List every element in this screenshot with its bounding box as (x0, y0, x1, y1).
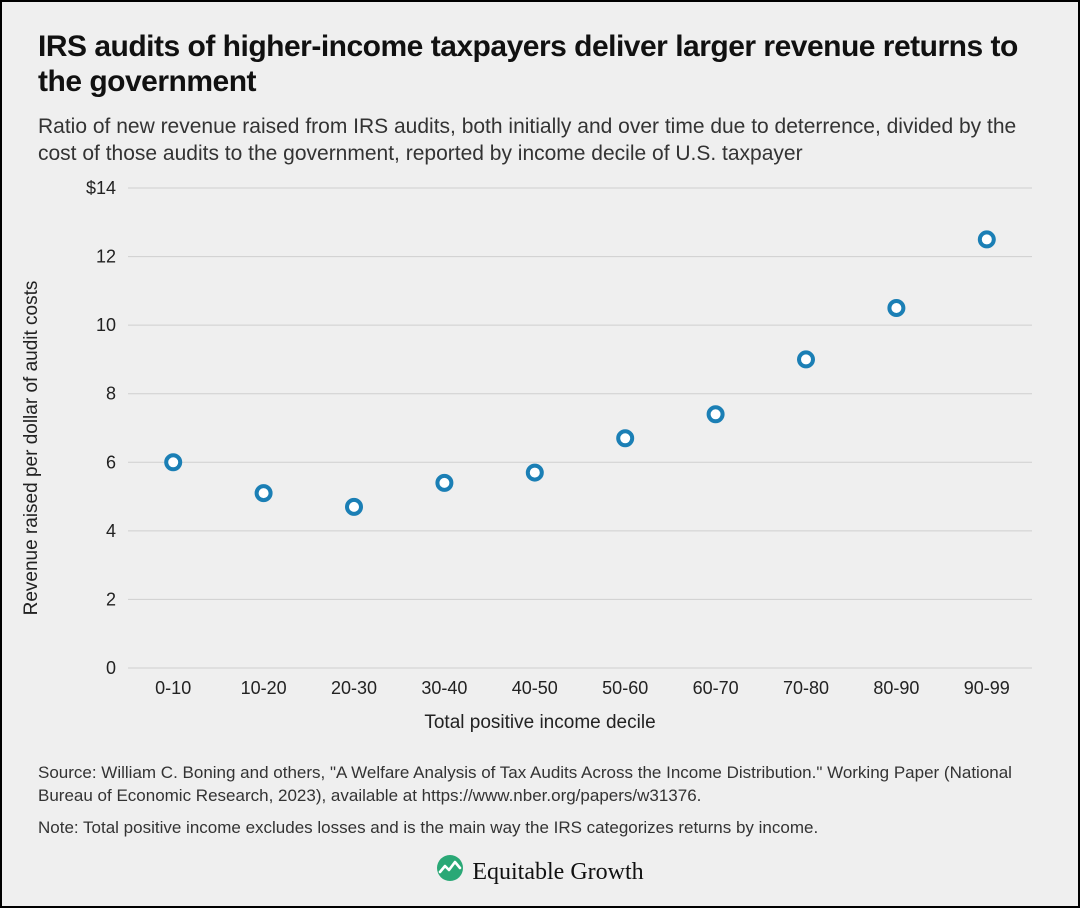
y-tick-label: 4 (106, 520, 116, 540)
x-axis-label: Total positive income decile (424, 712, 655, 734)
y-tick-label: 0 (106, 658, 116, 678)
data-point (437, 475, 451, 489)
chart-footer: Source: William C. Boning and others, "A… (38, 762, 1042, 890)
data-point (347, 499, 361, 513)
data-point (980, 232, 994, 246)
data-point (709, 407, 723, 421)
y-tick-label: 2 (106, 589, 116, 609)
data-point (889, 301, 903, 315)
y-tick-label: $14 (86, 178, 116, 198)
y-tick-label: 6 (106, 452, 116, 472)
y-tick-label: 12 (96, 246, 116, 266)
chart-subtitle: Ratio of new revenue raised from IRS aud… (38, 113, 1042, 168)
data-point (166, 455, 180, 469)
chart-title: IRS audits of higher-income taxpayers de… (38, 30, 1042, 99)
x-tick-label: 20-30 (331, 678, 377, 698)
x-tick-label: 60-70 (693, 678, 739, 698)
brand-name: Equitable Growth (472, 856, 643, 888)
data-point (799, 352, 813, 366)
scatter-chart: 0 2 4 6 8 10 12 $14 0-10 10-20 20-30 30-40 40-50 50-6… (38, 178, 1042, 718)
x-tick-label: 50-60 (602, 678, 648, 698)
chart-area: Revenue raised per dollar of audit costs… (38, 178, 1042, 718)
x-tick-label: 80-90 (873, 678, 919, 698)
x-tick-label: 0-10 (155, 678, 191, 698)
x-tick-label: 30-40 (421, 678, 467, 698)
chart-card: IRS audits of higher-income taxpayers de… (0, 0, 1080, 908)
x-tick-label: 70-80 (783, 678, 829, 698)
data-point (528, 465, 542, 479)
y-tick-label: 10 (96, 315, 116, 335)
x-tick-label: 40-50 (512, 678, 558, 698)
note-text: Note: Total positive income excludes los… (38, 817, 1042, 840)
x-tick-label: 90-99 (964, 678, 1010, 698)
brand-block: Equitable Growth (38, 854, 1042, 889)
x-tick-label: 10-20 (241, 678, 287, 698)
data-point (618, 431, 632, 445)
source-text: Source: William C. Boning and others, "A… (38, 762, 1042, 808)
data-point (257, 486, 271, 500)
y-tick-label: 8 (106, 383, 116, 403)
brand-logo-icon (436, 854, 464, 889)
